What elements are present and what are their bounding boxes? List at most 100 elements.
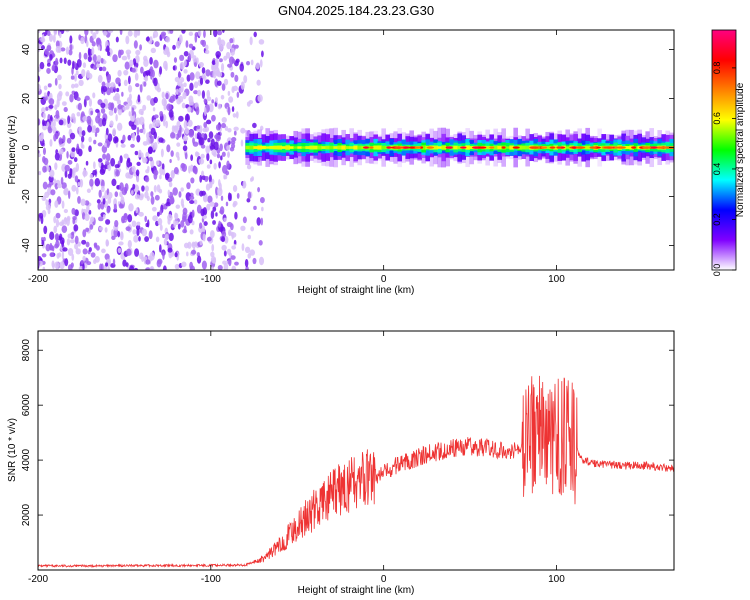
spectrogram-noise-cell xyxy=(141,254,144,262)
spectrogram-noise-cell xyxy=(181,30,186,34)
spectrogram-noise-cell xyxy=(226,41,232,50)
spectrogram-noise-cell xyxy=(196,252,200,257)
spectrogram-noise-cell xyxy=(252,122,257,129)
spectrogram-noise-cell xyxy=(158,137,164,143)
spectrogram-noise-cell xyxy=(169,132,176,139)
spectrogram-noise-cell xyxy=(49,114,53,122)
spectrogram-noise-cell xyxy=(41,107,46,114)
spectrogram-noise-cell xyxy=(123,213,128,219)
spectrogram-noise-cell xyxy=(147,146,153,154)
snr-y-ticks: 2000 4000 6000 8000 xyxy=(21,339,674,526)
spectrogram-noise-cell xyxy=(253,205,257,210)
spectrogram-noise-cell xyxy=(63,187,69,196)
spectrogram-noise-cell xyxy=(67,160,73,165)
spectrogram-noise-cell xyxy=(71,83,75,89)
spectrogram-noise-cell xyxy=(53,119,56,128)
spectrogram-noise-cell xyxy=(232,85,239,91)
spectrogram-noise-cell xyxy=(61,250,65,260)
spectrogram-noise-cell xyxy=(127,239,132,249)
colorbar-tick-label: 0.2 xyxy=(712,213,722,226)
spectrogram-noise-cell xyxy=(209,145,216,150)
spectrogram-noise-cell xyxy=(114,137,119,143)
spectrogram-noise-cell xyxy=(249,249,256,256)
spectrogram-noise-cell xyxy=(148,156,154,162)
spectrogram-noise-cell xyxy=(49,231,55,240)
spectrogram-band-cell xyxy=(289,146,294,149)
spectrogram-noise-cell xyxy=(169,30,174,34)
spectrogram-noise-cell xyxy=(53,215,57,224)
spectrogram-noise-cell xyxy=(137,94,141,103)
spectrogram-noise-cell xyxy=(145,151,150,159)
spectrogram-noise-cell xyxy=(211,244,215,252)
spectrogram-noise-cell xyxy=(200,208,205,217)
spectrogram-noise-cell xyxy=(88,98,93,107)
spectrogram-noise-cell xyxy=(111,235,116,240)
spectrogram-band-cell xyxy=(585,145,590,150)
spectrogram-noise-cell xyxy=(127,214,133,223)
spectrogram-noise-cell xyxy=(180,187,184,192)
spectrogram-noise-cell xyxy=(40,37,46,43)
spectrogram-noise-cell xyxy=(48,33,54,42)
spectrogram-noise-cell xyxy=(59,261,65,270)
spectrogram-noise-cell xyxy=(39,61,45,70)
spectrogram-noise-cell xyxy=(113,228,119,238)
snr-y-label: SNR (10 * v/v) xyxy=(7,418,18,482)
spectrogram-noise-cell xyxy=(95,108,100,113)
spectrogram-noise-cell xyxy=(105,82,111,87)
spectrogram-noise-cell xyxy=(198,62,204,68)
spectrogram-noise-cell xyxy=(191,209,195,218)
spectrogram-noise-cell xyxy=(215,124,221,131)
spectrogram-noise-cell xyxy=(219,58,223,63)
spectrogram-noise-cell xyxy=(223,217,227,222)
spectrogram-noise-cell xyxy=(246,61,251,66)
spectrogram-noise-cell xyxy=(87,119,91,127)
spectrogram-noise-cell xyxy=(179,61,185,70)
spectrogram-noise-cell xyxy=(112,95,118,101)
spectrogram-noise-cell xyxy=(221,164,228,174)
spectrogram-noise-cell xyxy=(232,113,237,118)
snr-y-tick-label: 6000 xyxy=(21,394,32,417)
spectrogram-noise-cell xyxy=(91,46,95,56)
spectrogram-noise-cell xyxy=(105,219,111,225)
spectrogram-noise-cell xyxy=(190,249,197,255)
spectrogram-noise-cell xyxy=(119,30,123,36)
spectrogram-x-tick-label: 0 xyxy=(381,274,387,285)
spectrogram-hotspot xyxy=(589,146,597,149)
spectrogram-noise-cell xyxy=(114,164,120,169)
spectrogram-noise-cell xyxy=(145,267,151,270)
snr-y-tick-label: 8000 xyxy=(21,339,32,362)
spectrogram-noise-cell xyxy=(66,137,72,144)
spectrogram-noise-cell xyxy=(214,66,220,76)
spectrogram-noise-cell xyxy=(178,191,182,198)
spectrogram-noise-cell xyxy=(261,50,264,58)
spectrogram-noise-cell xyxy=(55,212,61,219)
spectrogram-noise-cell xyxy=(81,239,87,245)
spectrogram-noise-cell xyxy=(57,252,62,258)
spectrogram-noise-cell xyxy=(52,63,56,72)
spectrogram-noise-cell xyxy=(203,121,208,129)
spectrogram-noise-cell xyxy=(55,132,59,140)
spectrogram-noise-cell xyxy=(205,79,210,84)
spectrogram-noise-cell xyxy=(130,190,134,195)
spectrogram-noise-cell xyxy=(106,87,112,96)
spectrogram-noise-cell xyxy=(122,106,128,111)
spectrogram-noise-cell xyxy=(115,36,119,43)
spectrogram-noise-cell xyxy=(152,34,156,39)
spectrogram-noise-cell xyxy=(115,114,118,122)
spectrogram-noise-cell xyxy=(210,138,215,147)
spectrogram-noise-cell xyxy=(169,159,172,164)
spectrogram-noise-cell xyxy=(57,183,63,189)
spectrogram-noise-cell xyxy=(181,203,185,209)
spectrogram-noise-cell xyxy=(176,120,181,128)
spectrogram-noise-cell xyxy=(54,104,58,111)
spectrogram-noise-cell xyxy=(159,174,162,180)
spectrogram-noise-cell xyxy=(89,173,94,179)
spectrogram-noise-cell xyxy=(157,218,163,226)
spectrogram-noise-cell xyxy=(65,91,70,97)
spectrogram-noise-cell xyxy=(173,125,179,133)
spectrogram-noise-cell xyxy=(122,259,127,267)
spectrogram-noise-cell xyxy=(145,70,151,76)
spectrogram-noise-cell xyxy=(211,266,215,270)
spectrogram-noise-cell xyxy=(168,109,174,118)
spectrogram-noise-cell xyxy=(130,113,136,122)
